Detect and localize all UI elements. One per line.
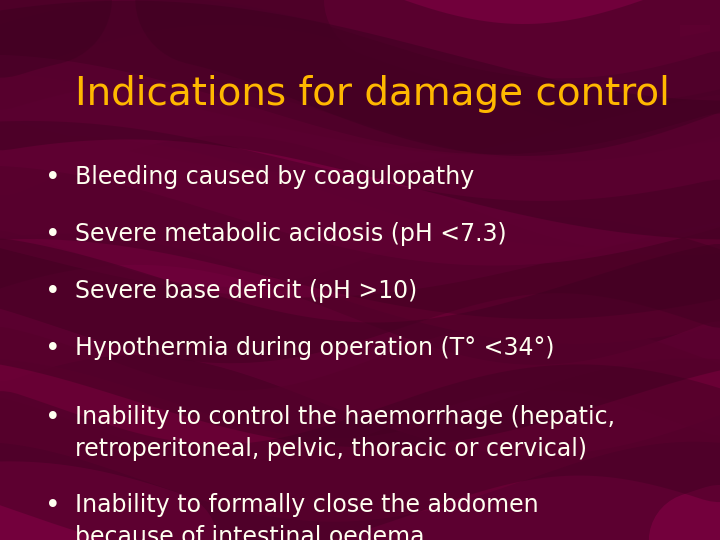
Text: Severe base deficit (pH >10): Severe base deficit (pH >10) (75, 279, 418, 303)
Text: because of intestinal oedema: because of intestinal oedema (75, 525, 425, 540)
Text: Bleeding caused by coagulopathy: Bleeding caused by coagulopathy (75, 165, 474, 189)
Text: •: • (45, 336, 60, 362)
Text: •: • (45, 405, 60, 431)
Text: Severe metabolic acidosis (pH <7.3): Severe metabolic acidosis (pH <7.3) (75, 222, 507, 246)
Text: Hypothermia during operation (T° <34°): Hypothermia during operation (T° <34°) (75, 336, 554, 360)
Text: Inability to control the haemorrhage (hepatic,: Inability to control the haemorrhage (he… (75, 405, 615, 429)
Text: •: • (45, 493, 60, 519)
Text: •: • (45, 165, 60, 191)
Text: •: • (45, 279, 60, 305)
Text: •: • (45, 222, 60, 248)
Text: Inability to formally close the abdomen: Inability to formally close the abdomen (75, 493, 539, 517)
Text: retroperitoneal, pelvic, thoracic or cervical): retroperitoneal, pelvic, thoracic or cer… (75, 437, 587, 461)
Bar (680, 25, 710, 55)
Text: Indications for damage control: Indications for damage control (75, 75, 670, 113)
